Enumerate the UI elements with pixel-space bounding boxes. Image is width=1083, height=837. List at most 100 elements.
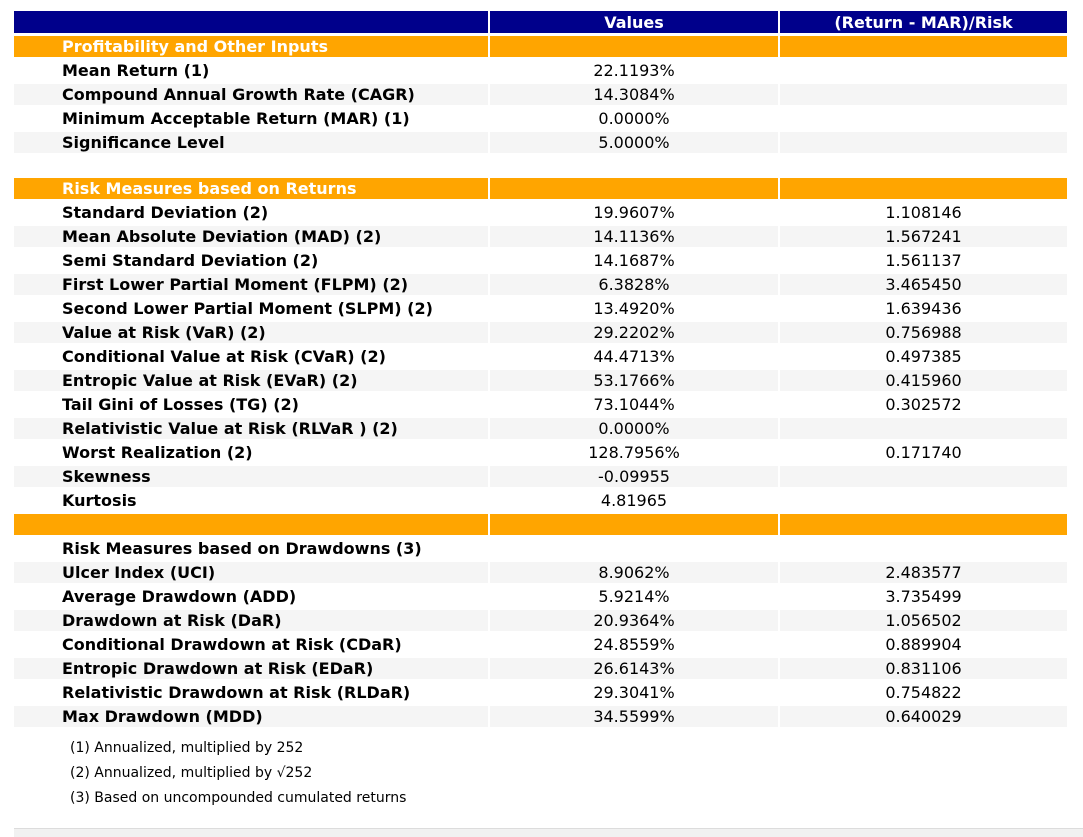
metric-label-cell: Skewness [14,466,488,487]
report-table-body: Profitability and Other Inputs Mean Retur… [14,36,1067,727]
section-empty-values-cell [490,178,778,199]
metric-value-cell: 20.9364% [490,610,778,631]
metric-label-cell: Ulcer Index (UCI) [14,562,488,583]
metric-value-cell: 13.4920% [490,298,778,319]
table-row: Ulcer Index (UCI) 8.9062% 2.483577 [14,562,1067,583]
section-empty-ratio-cell [780,514,1067,535]
metric-label-cell: Relativistic Value at Risk (RLVaR ) (2) [14,418,488,439]
next-element-edge [14,828,1083,837]
metric-value-cell: 29.3041% [490,682,778,703]
metric-ratio-cell: 1.108146 [780,202,1067,223]
footnote-3: (3) Based on uncompounded cumulated retu… [70,790,407,806]
metric-label-cell: Kurtosis [14,490,488,511]
section-header-row: Risk Measures based on Returns [14,178,1067,199]
table-row: Drawdown at Risk (DaR) 20.9364% 1.056502 [14,610,1067,631]
metric-label-cell: Minimum Acceptable Return (MAR) (1) [14,108,488,129]
table-row: Relativistic Value at Risk (RLVaR ) (2) 0… [14,418,1067,439]
table-row: Conditional Value at Risk (CVaR) (2) 44.4… [14,346,1067,367]
metric-value-cell: 5.0000% [490,132,778,153]
table-row: Mean Absolute Deviation (MAD) (2) 14.1136… [14,226,1067,247]
metric-label-cell: Semi Standard Deviation (2) [14,250,488,271]
header-ratio-cell: (Return - MAR)/Risk [780,11,1067,33]
section-header-row: Profitability and Other Inputs [14,36,1067,57]
metric-value-cell [490,538,778,559]
metric-value-cell: 73.1044% [490,394,778,415]
metric-ratio-cell: 1.056502 [780,610,1067,631]
table-row: Relativistic Drawdown at Risk (RLDaR) 29.… [14,682,1067,703]
metric-value-cell: 29.2202% [490,322,778,343]
metric-ratio-cell [780,60,1067,81]
metric-value-cell: 6.3828% [490,274,778,295]
metric-label-cell: Second Lower Partial Moment (SLPM) (2) [14,298,488,319]
metric-ratio-cell [780,538,1067,559]
metric-label-cell: Entropic Drawdown at Risk (EDaR) [14,658,488,679]
metric-value-cell: 26.6143% [490,658,778,679]
metric-label-cell: Worst Realization (2) [14,442,488,463]
metric-value-cell: 24.8559% [490,634,778,655]
metric-label-cell: Mean Absolute Deviation (MAD) (2) [14,226,488,247]
metric-ratio-cell: 0.756988 [780,322,1067,343]
footnote-2: (2) Annualized, multiplied by √252 [70,765,313,781]
metric-ratio-cell [780,84,1067,105]
table-row: Compound Annual Growth Rate (CAGR) 14.308… [14,84,1067,105]
metric-value-cell: 5.9214% [490,586,778,607]
metric-ratio-cell: 3.735499 [780,586,1067,607]
metric-label-cell: Relativistic Drawdown at Risk (RLDaR) [14,682,488,703]
risk-report-table: Values (Return - MAR)/Risk Profitability… [12,8,1069,730]
metric-label-cell: Max Drawdown (MDD) [14,706,488,727]
footnote-1: (1) Annualized, multiplied by 252 [70,740,304,756]
table-row: First Lower Partial Moment (FLPM) (2) 6.3… [14,274,1067,295]
metric-ratio-cell: 0.754822 [780,682,1067,703]
metric-ratio-cell [780,108,1067,129]
section-gap [14,156,1067,175]
metric-ratio-cell: 0.171740 [780,442,1067,463]
metric-value-cell: 0.0000% [490,418,778,439]
table-row: Worst Realization (2) 128.7956% 0.171740 [14,442,1067,463]
section-title-cell [14,514,488,535]
table-row: Standard Deviation (2) 19.9607% 1.108146 [14,202,1067,223]
metric-value-cell: 53.1766% [490,370,778,391]
table-row: Value at Risk (VaR) (2) 29.2202% 0.756988 [14,322,1067,343]
table-header-row: Values (Return - MAR)/Risk [14,11,1067,33]
section-title-cell: Risk Measures based on Returns [14,178,488,199]
metric-value-cell: 22.1193% [490,60,778,81]
metric-value-cell: 44.4713% [490,346,778,367]
metric-ratio-cell: 1.561137 [780,250,1067,271]
table-row: Semi Standard Deviation (2) 14.1687% 1.561… [14,250,1067,271]
header-metric-cell [14,11,488,33]
metric-label-cell: Average Drawdown (ADD) [14,586,488,607]
metric-ratio-cell: 1.639436 [780,298,1067,319]
metric-ratio-cell [780,490,1067,511]
metric-value-cell: 14.1136% [490,226,778,247]
metric-label-cell: Significance Level [14,132,488,153]
footnotes: (1) Annualized, multiplied by 252 (2) An… [12,730,1083,811]
metric-value-cell: 34.5599% [490,706,778,727]
metric-ratio-cell [780,466,1067,487]
metric-label-cell: Risk Measures based on Drawdowns (3) [14,538,488,559]
table-row: Entropic Drawdown at Risk (EDaR) 26.6143%… [14,658,1067,679]
table-row: Average Drawdown (ADD) 5.9214% 3.735499 [14,586,1067,607]
metric-ratio-cell [780,132,1067,153]
metric-value-cell: 0.0000% [490,108,778,129]
table-row: Max Drawdown (MDD) 34.5599% 0.640029 [14,706,1067,727]
section-empty-ratio-cell [780,178,1067,199]
table-row: Skewness -0.09955 [14,466,1067,487]
metric-value-cell: 19.9607% [490,202,778,223]
metric-value-cell: 8.9062% [490,562,778,583]
table-row: Kurtosis 4.81965 [14,490,1067,511]
metric-label-cell: Conditional Value at Risk (CVaR) (2) [14,346,488,367]
section-empty-ratio-cell [780,36,1067,57]
metric-label-cell: Drawdown at Risk (DaR) [14,610,488,631]
metric-ratio-cell: 3.465450 [780,274,1067,295]
section-empty-values-cell [490,36,778,57]
metric-ratio-cell: 0.831106 [780,658,1067,679]
metric-value-cell: -0.09955 [490,466,778,487]
table-row: Entropic Value at Risk (EVaR) (2) 53.1766… [14,370,1067,391]
metric-value-cell: 14.1687% [490,250,778,271]
table-row: Conditional Drawdown at Risk (CDaR) 24.85… [14,634,1067,655]
metric-ratio-cell: 0.497385 [780,346,1067,367]
metric-value-cell: 128.7956% [490,442,778,463]
risk-report: Values (Return - MAR)/Risk Profitability… [12,8,1083,811]
metric-ratio-cell: 1.567241 [780,226,1067,247]
table-row: Second Lower Partial Moment (SLPM) (2) 13… [14,298,1067,319]
